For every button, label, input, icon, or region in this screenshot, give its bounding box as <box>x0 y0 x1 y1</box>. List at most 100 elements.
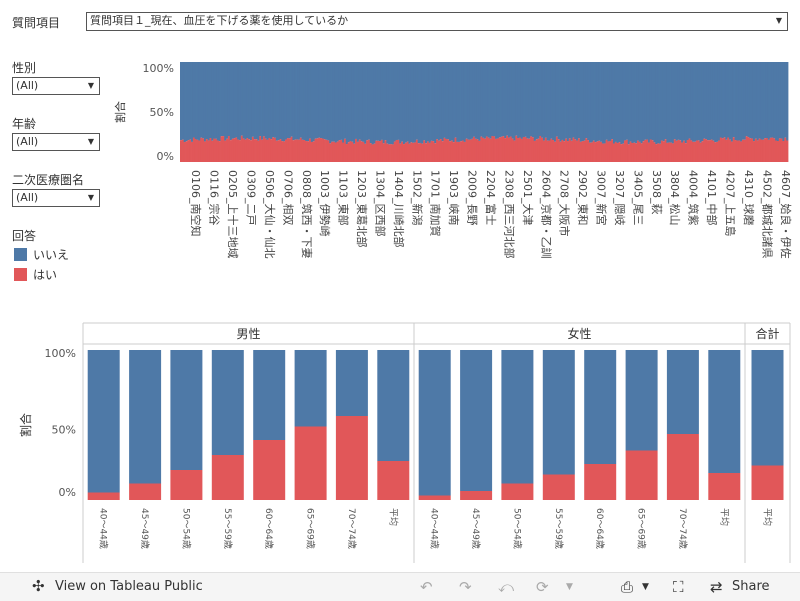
bar-segment-no <box>224 62 227 141</box>
bar-segment-yes <box>331 141 334 162</box>
bar-segment-yes <box>334 142 337 162</box>
bar-segment-no <box>660 62 664 141</box>
bar-segment-yes <box>491 136 494 162</box>
bar-segment-no <box>181 62 185 140</box>
download-icon[interactable]: ⎙ <box>621 578 634 596</box>
bar-segment-no <box>478 62 481 141</box>
bar-segment-yes <box>719 137 723 162</box>
top-x-tick-label: 1502_新潟 <box>410 170 424 226</box>
bar-segment-yes <box>430 140 433 162</box>
bar-segment-no <box>294 350 327 427</box>
bar-segment-no <box>308 62 312 139</box>
top-x-tick-label: 3804_松山 <box>668 170 682 226</box>
bottom-y-axis-title: 割合 <box>18 413 33 437</box>
bar-segment-no <box>670 62 673 143</box>
bottom-x-tick-label: 60～64歳 <box>594 508 606 549</box>
bar-segment-yes <box>419 142 422 162</box>
revert-icon[interactable]: ⤺ <box>498 578 515 596</box>
filter-region-dropdown[interactable]: (All) ▼ <box>12 189 100 207</box>
bar-segment-no <box>647 62 651 143</box>
question-dropdown[interactable]: 質問項目１_現在、血圧を下げる薬を使用しているか ▼ <box>86 12 788 31</box>
fullscreen-icon[interactable]: ⛶ <box>673 578 684 596</box>
bar-segment-yes <box>384 140 387 162</box>
bar-segment-yes <box>321 138 325 162</box>
bar-segment-yes <box>495 138 498 162</box>
bar-segment-yes <box>391 144 395 162</box>
bottom-x-tick-label: 65～69歳 <box>305 508 317 549</box>
bar-segment-yes <box>336 141 339 162</box>
bar-segment-yes <box>288 138 291 162</box>
top-x-tick-label: 3405_尾三 <box>631 170 644 226</box>
bar-segment-no <box>480 62 483 137</box>
bar-segment-yes <box>625 139 629 162</box>
bar-segment-no <box>238 62 242 141</box>
bar-segment-no <box>542 62 546 141</box>
bottom-x-tick-label: 65～69歳 <box>636 508 648 549</box>
bar-segment-no <box>220 62 223 137</box>
bar-segment-yes <box>181 139 185 162</box>
bar-segment-yes <box>705 139 708 162</box>
bar-segment-no <box>316 62 319 139</box>
bar-segment-no <box>690 62 693 141</box>
bar-segment-yes <box>587 140 590 162</box>
top-x-tick-label: 2204_富士 <box>484 170 498 226</box>
bottom-bars <box>87 350 784 500</box>
bar-segment-no <box>375 62 378 141</box>
bar-segment-yes <box>666 142 669 162</box>
bar-segment-yes <box>780 138 783 162</box>
bar-segment-no <box>418 350 451 496</box>
bar-segment-yes <box>773 138 776 162</box>
filter-gender-dropdown[interactable]: (All) ▼ <box>12 77 100 95</box>
bar-segment-no <box>307 62 310 142</box>
legend-item-no[interactable]: いいえ <box>14 246 69 263</box>
legend-item-yes[interactable]: はい <box>14 266 57 283</box>
bar-segment-no <box>522 62 525 137</box>
bar-segment-no <box>749 62 752 139</box>
bar-segment-yes <box>338 140 341 162</box>
bar-segment-no <box>452 62 455 143</box>
undo-icon[interactable]: ↶ <box>420 578 433 596</box>
bar-segment-no <box>677 62 680 140</box>
bar-segment-yes <box>347 142 350 162</box>
chevron-down-icon[interactable]: ▼ <box>642 582 649 592</box>
bar-segment-yes <box>277 140 280 162</box>
bar-segment-yes <box>205 139 209 162</box>
bar-segment-no <box>489 62 492 139</box>
bar-segment-no <box>721 62 724 139</box>
refresh-icon[interactable]: ⟳ <box>536 578 549 596</box>
bar-segment-no <box>576 62 579 141</box>
bar-segment-yes <box>273 137 277 162</box>
bar-segment-yes <box>598 140 601 162</box>
bar-segment-no <box>708 62 712 141</box>
bar-segment-yes <box>710 139 713 162</box>
bar-segment-no <box>501 350 534 484</box>
bar-segment-no <box>716 62 719 142</box>
view-on-tableau-link[interactable]: View on Tableau Public <box>55 579 203 594</box>
redo-icon[interactable]: ↷ <box>459 578 472 596</box>
bar-segment-yes <box>496 138 500 162</box>
bar-segment-no <box>336 62 339 142</box>
bar-segment-yes <box>436 139 439 162</box>
bar-segment-yes <box>458 141 461 162</box>
bar-segment-yes <box>345 144 349 162</box>
top-x-tick-label: 1103_東部 <box>337 170 351 226</box>
filter-age-dropdown[interactable]: (All) ▼ <box>12 133 100 151</box>
bar-segment-no <box>570 62 573 141</box>
bar-segment-no <box>467 62 470 140</box>
bar-segment-yes <box>515 135 518 162</box>
bar-segment-no <box>213 62 216 139</box>
bar-segment-no <box>428 62 431 143</box>
share-button[interactable]: Share <box>732 579 770 594</box>
bar-segment-yes <box>642 141 645 162</box>
bar-segment-no <box>775 62 778 141</box>
bar-segment-no <box>673 62 677 140</box>
bar-segment-no <box>215 62 218 139</box>
bar-segment-yes <box>736 140 739 162</box>
bar-segment-yes <box>596 141 599 162</box>
bar-segment-no <box>211 350 244 455</box>
bar-segment-yes <box>255 139 258 162</box>
bar-segment-no <box>751 62 754 139</box>
bar-segment-no <box>331 62 334 142</box>
bar-segment-yes <box>226 138 229 162</box>
chevron-down-icon[interactable]: ▼ <box>566 582 573 592</box>
